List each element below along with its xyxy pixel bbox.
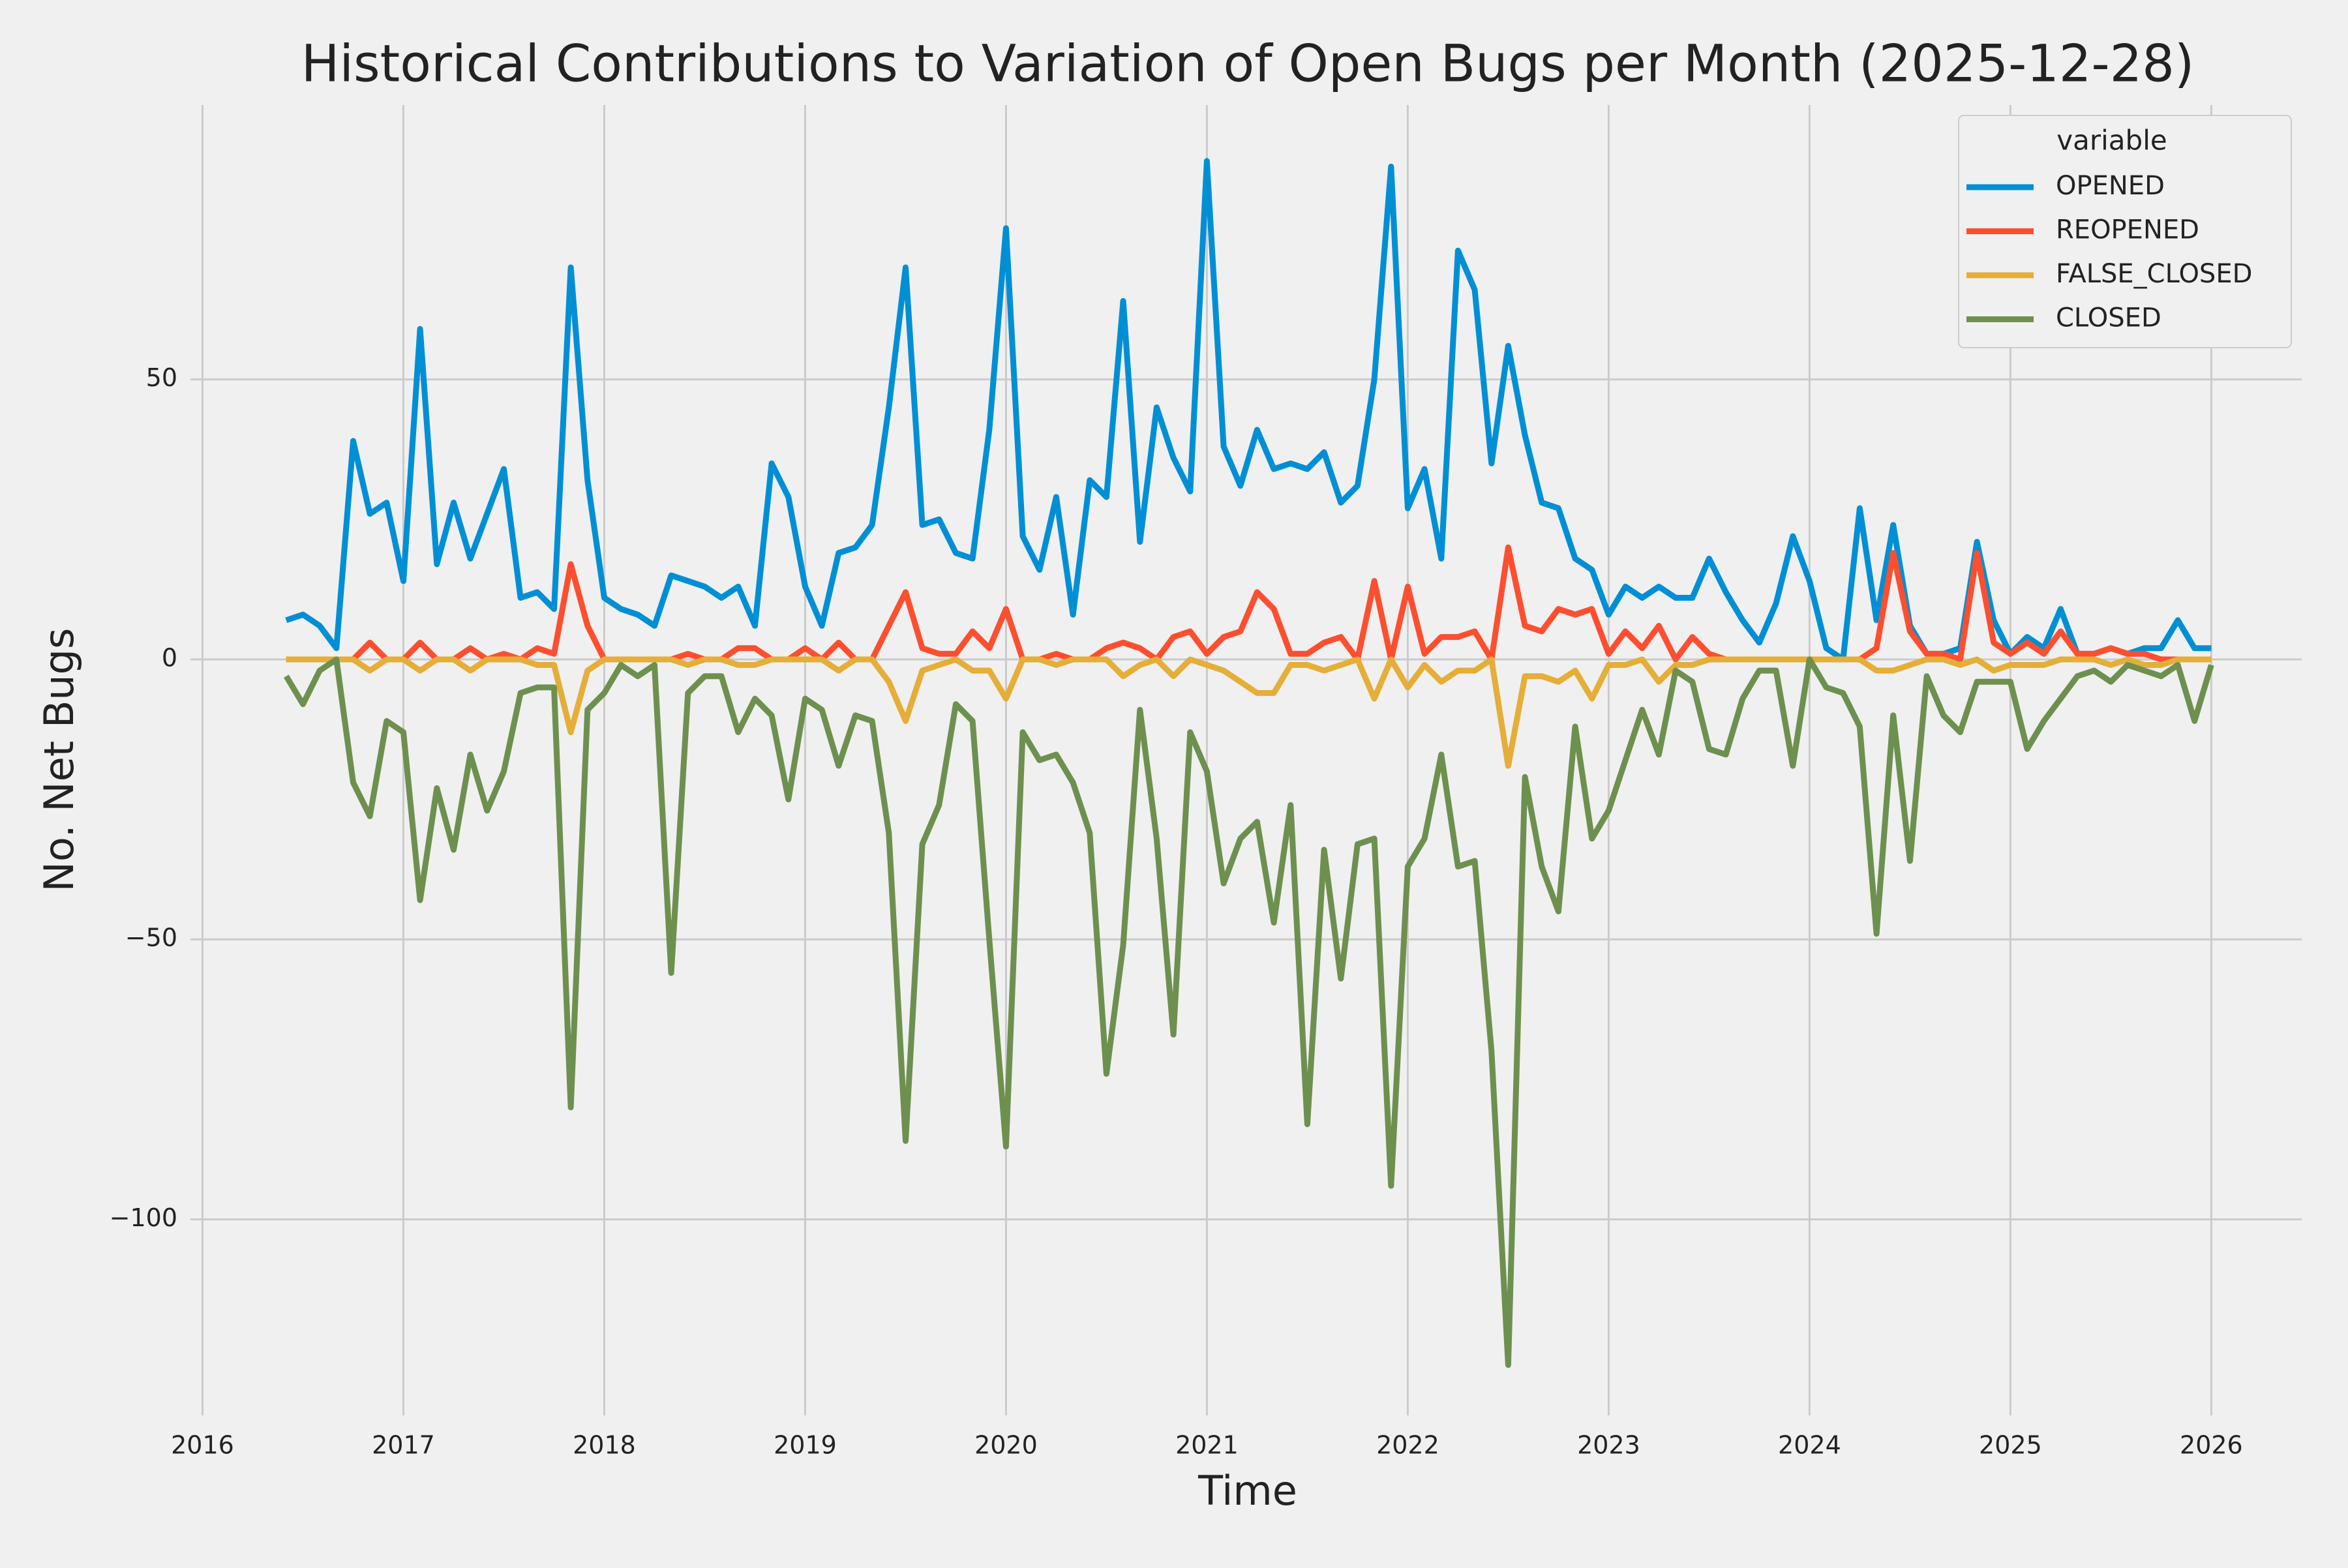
x-tick-label: 2022 bbox=[1376, 1431, 1439, 1460]
legend-title: variable bbox=[2056, 125, 2167, 157]
x-tick-label: 2023 bbox=[1577, 1431, 1640, 1460]
y-tick-label: −100 bbox=[110, 1203, 177, 1232]
x-tick-label: 2019 bbox=[774, 1431, 837, 1460]
data-line bbox=[285, 158, 2212, 663]
y-axis-label: No. Net Bugs bbox=[35, 628, 83, 892]
legend-label: FALSE_CLOSED bbox=[2056, 259, 2252, 289]
legend-label: OPENED bbox=[2056, 171, 2165, 201]
data-line bbox=[286, 656, 2212, 769]
x-tick-label: 2026 bbox=[2180, 1431, 2243, 1460]
legend-label: CLOSED bbox=[2056, 303, 2161, 333]
x-tick-label: 2024 bbox=[1778, 1431, 1841, 1460]
legend-label: REOPENED bbox=[2056, 215, 2199, 245]
legend-box bbox=[1958, 115, 2292, 348]
y-tick-label: 0 bbox=[162, 643, 177, 672]
chart-title: Historical Contributions to Variation of… bbox=[301, 35, 2195, 93]
legend: variable OPENED REOPENED FALSE_CLOSED CLOSED bbox=[1958, 115, 2292, 348]
x-tick-label: 2025 bbox=[1979, 1431, 2042, 1460]
x-tick-label: 2016 bbox=[171, 1431, 234, 1460]
x-tick-label: 2021 bbox=[1175, 1431, 1239, 1460]
x-tick-label: 2018 bbox=[573, 1431, 636, 1460]
y-tick-label: −50 bbox=[125, 924, 177, 952]
x-axis-label: Time bbox=[1197, 1467, 1297, 1515]
y-tick-label: 50 bbox=[146, 363, 177, 392]
x-tick-label: 2020 bbox=[974, 1431, 1038, 1460]
x-tick-label: 2017 bbox=[372, 1431, 435, 1460]
data-line bbox=[283, 656, 2214, 1368]
